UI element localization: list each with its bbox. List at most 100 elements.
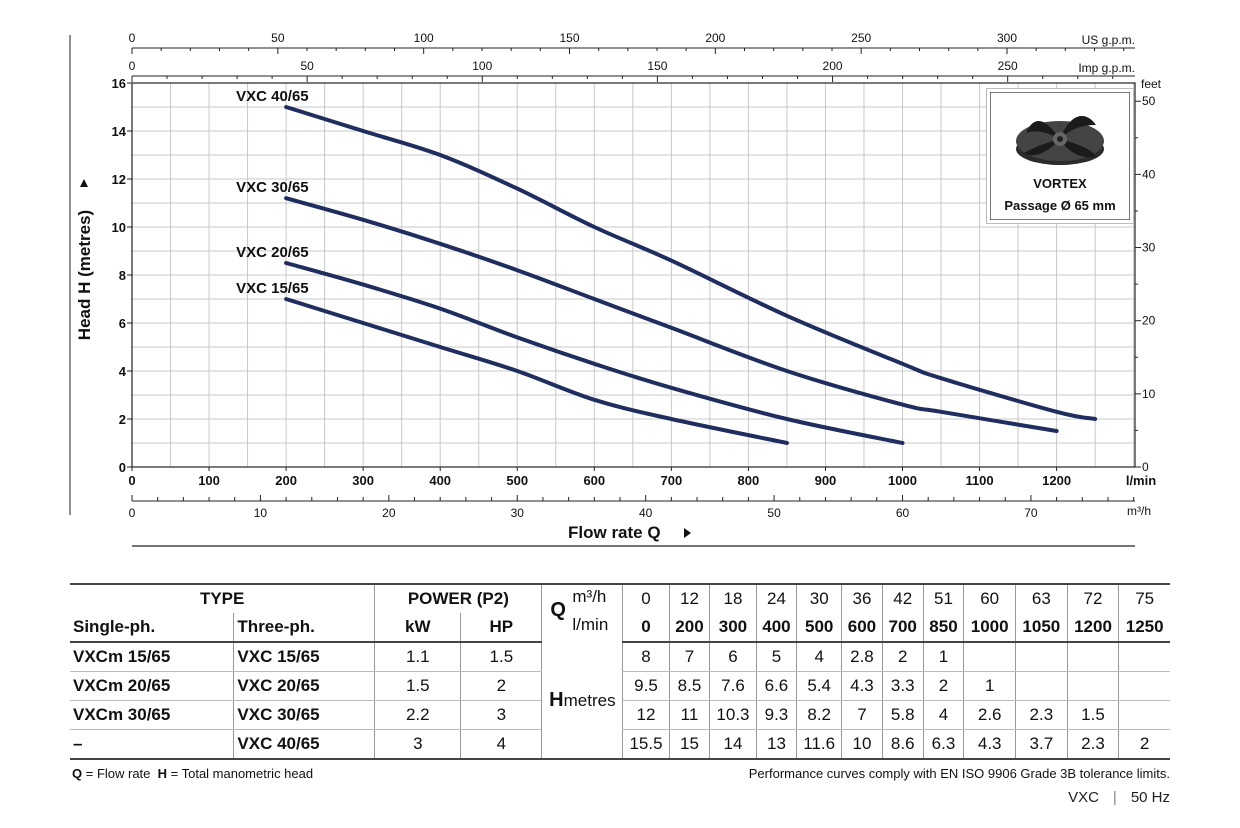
head-value: 7 — [669, 642, 710, 672]
flow-lmin-cell: 400 — [756, 613, 797, 642]
hp-value: 1.5 — [461, 642, 542, 672]
flow-lmin-cell: 1250 — [1119, 613, 1170, 642]
m3h-tick-label: 0 — [129, 506, 136, 520]
hp-header: HP — [461, 613, 542, 642]
head-value: 11 — [669, 701, 710, 730]
imp-gpm-tick-label: 0 — [129, 59, 136, 73]
head-value: 1 — [964, 672, 1016, 701]
y-tick-label: 2 — [119, 412, 126, 427]
y-tick-label: 6 — [119, 316, 126, 331]
head-value: 2 — [1119, 730, 1170, 760]
head-value: 9.5 — [623, 672, 669, 701]
single-ph-model: – — [70, 730, 234, 760]
x-tick-label: 600 — [583, 473, 605, 488]
head-value: 10.3 — [710, 701, 756, 730]
m3h-unit: m³/h — [572, 587, 606, 607]
head-value — [1119, 642, 1170, 672]
single-ph-model: VXCm 20/65 — [70, 672, 234, 701]
kw-value: 2.2 — [375, 701, 461, 730]
imp-gpm-tick-label: 150 — [647, 59, 667, 73]
flow-m3h-cell: 63 — [1016, 584, 1068, 613]
feet-tick-label: 0 — [1142, 460, 1149, 474]
imp-gpm-tick-label: 100 — [472, 59, 492, 73]
flow-m3h-cell: 36 — [842, 584, 883, 613]
us-gpm-tick-label: 150 — [559, 31, 579, 45]
type-header: TYPE — [70, 584, 375, 613]
q-symbol: Q — [550, 599, 566, 622]
head-value — [1016, 642, 1068, 672]
flow-m3h-cell: 18 — [710, 584, 756, 613]
imp-gpm-unit-label: Imp g.p.m. — [1078, 61, 1135, 75]
m3h-tick-label: 40 — [639, 506, 653, 520]
head-value: 3.7 — [1016, 730, 1068, 760]
curve-label: VXC 40/65 — [236, 88, 309, 105]
y-axis-arrow-icon — [80, 179, 88, 187]
footer-separator: | — [1113, 789, 1117, 806]
head-value: 4 — [797, 642, 842, 672]
hp-value: 4 — [461, 730, 542, 760]
head-value — [1119, 701, 1170, 730]
flow-m3h-cell: 60 — [964, 584, 1016, 613]
head-value: 5 — [756, 642, 797, 672]
imp-gpm-tick-label: 200 — [823, 59, 843, 73]
m3h-tick-label: 50 — [767, 506, 781, 520]
us-gpm-tick-label: 100 — [414, 31, 434, 45]
pump-curves: VXC 40/65 VXC 30/65 VXC 20/65 VXC 15/65 — [236, 88, 1095, 443]
three-ph-model: VXC 30/65 — [234, 701, 375, 730]
head-value: 2 — [923, 672, 964, 701]
h-key-text: = Total manometric head — [167, 766, 313, 781]
head-value: 2.3 — [1067, 730, 1119, 760]
x-tick-label: 0 — [128, 473, 135, 488]
x-axis-arrow-icon — [684, 528, 691, 538]
feet-tick-label: 20 — [1142, 314, 1156, 328]
hp-value: 3 — [461, 701, 542, 730]
flow-m3h-cell: 75 — [1119, 584, 1170, 613]
feet-tick-label: 10 — [1142, 387, 1156, 401]
h-key: H — [158, 766, 167, 781]
single-ph-model: VXCm 30/65 — [70, 701, 234, 730]
kw-value: 1.5 — [375, 672, 461, 701]
x-tick-label: 1100 — [965, 473, 993, 488]
curve-label: VXC 15/65 — [236, 280, 309, 297]
us-gpm-unit-label: US g.p.m. — [1082, 33, 1135, 47]
head-value: 3.3 — [882, 672, 923, 701]
head-value: 4.3 — [842, 672, 883, 701]
power-header: POWER (P2) — [375, 584, 542, 613]
flow-m3h-cell: 42 — [882, 584, 923, 613]
y-tick-label: 4 — [119, 364, 127, 379]
head-value: 9.3 — [756, 701, 797, 730]
head-value: 13 — [756, 730, 797, 760]
h-label: Hmetres — [542, 642, 623, 759]
curve-line — [286, 107, 1095, 419]
hp-value: 2 — [461, 672, 542, 701]
flow-lmin-cell: 500 — [797, 613, 842, 642]
head-value: 11.6 — [797, 730, 842, 760]
footer-frequency: 50 Hz — [1131, 789, 1170, 806]
performance-table: TYPE POWER (P2) Q m³/h l/min 0 12 18 24 … — [70, 583, 1170, 760]
flow-lmin-cell: 600 — [842, 613, 883, 642]
us-gpm-tick-label: 200 — [705, 31, 725, 45]
us-gpm-tick-label: 0 — [129, 31, 136, 45]
head-value: 8.6 — [882, 730, 923, 760]
head-value — [1016, 672, 1068, 701]
imp-gpm-tick-label: 50 — [300, 59, 314, 73]
q-key: Q — [72, 766, 82, 781]
head-value — [964, 642, 1016, 672]
flow-m3h-cell: 30 — [797, 584, 842, 613]
tolerance-note: Performance curves comply with EN ISO 99… — [749, 766, 1170, 781]
single-ph-model: VXCm 15/65 — [70, 642, 234, 672]
head-value — [1067, 672, 1119, 701]
feet-unit-label: feet — [1141, 77, 1162, 91]
x-tick-label: 800 — [738, 473, 760, 488]
curve-label: VXC 20/65 — [236, 244, 309, 261]
head-value: 6.3 — [923, 730, 964, 760]
footnote-legend: Q = Flow rate H = Total manometric head — [72, 766, 313, 781]
q-key-text: = Flow rate — [82, 766, 158, 781]
m3h-unit-label: m³/h — [1127, 504, 1151, 518]
single-ph-header: Single-ph. — [70, 613, 234, 642]
feet-tick-label: 50 — [1142, 94, 1156, 108]
x-tick-label: 400 — [429, 473, 451, 488]
x-axis-title: Flow rate Q — [568, 523, 661, 542]
us-gpm-tick-label: 300 — [997, 31, 1017, 45]
flow-lmin-cell: 0 — [623, 613, 669, 642]
